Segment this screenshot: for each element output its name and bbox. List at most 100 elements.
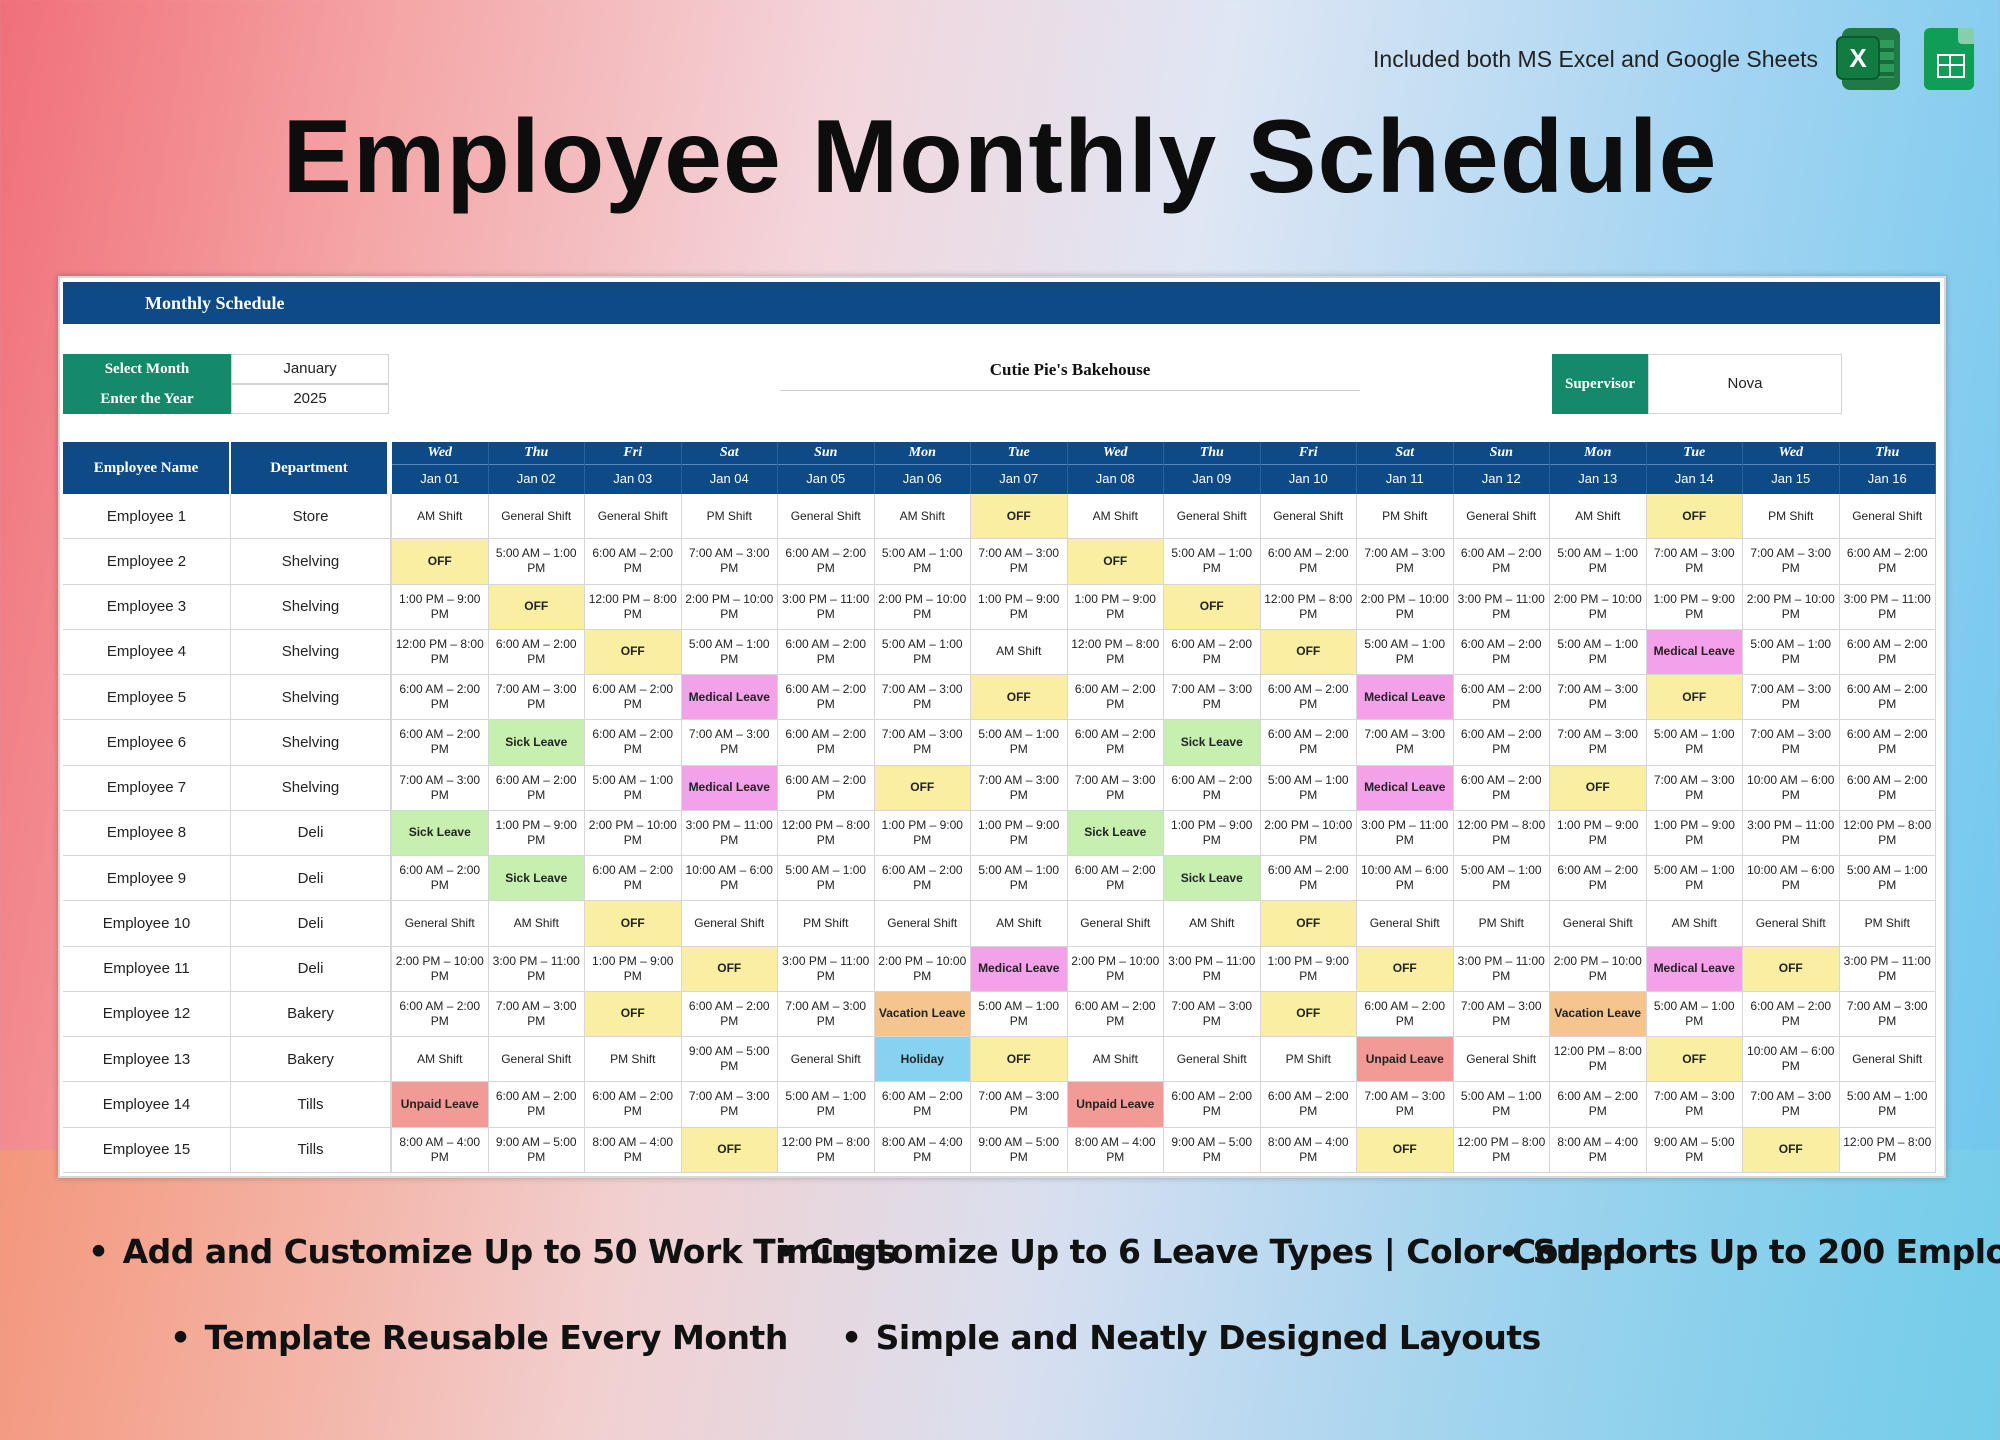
shift-cell[interactable]: 5:00 AM – 1:00 PM bbox=[585, 765, 682, 811]
shift-cell[interactable]: 7:00 AM – 3:00 PM bbox=[681, 539, 778, 585]
employee-name-cell[interactable]: Employee 13 bbox=[63, 1037, 231, 1083]
shift-cell[interactable]: AM Shift bbox=[874, 494, 971, 540]
shift-cell[interactable]: 5:00 AM – 1:00 PM bbox=[1646, 991, 1743, 1037]
shift-cell[interactable]: 6:00 AM – 2:00 PM bbox=[392, 720, 489, 766]
shift-cell[interactable]: Sick Leave bbox=[488, 720, 585, 766]
shift-cell[interactable]: 7:00 AM – 3:00 PM bbox=[1743, 539, 1840, 585]
shift-cell[interactable]: Medical Leave bbox=[1357, 765, 1454, 811]
shift-cell[interactable]: 6:00 AM – 2:00 PM bbox=[585, 720, 682, 766]
shift-cell[interactable]: 8:00 AM – 4:00 PM bbox=[1550, 1127, 1647, 1173]
shift-cell[interactable]: General Shift bbox=[1743, 901, 1840, 947]
shift-cell[interactable]: 8:00 AM – 4:00 PM bbox=[585, 1127, 682, 1173]
shift-cell[interactable]: Medical Leave bbox=[1646, 946, 1743, 992]
shift-cell[interactable]: 5:00 AM – 1:00 PM bbox=[778, 856, 875, 902]
employee-name-cell[interactable]: Employee 7 bbox=[63, 765, 231, 811]
shift-cell[interactable]: 6:00 AM – 2:00 PM bbox=[1260, 675, 1357, 721]
shift-cell[interactable]: 5:00 AM – 1:00 PM bbox=[1839, 1082, 1936, 1128]
shift-cell[interactable]: AM Shift bbox=[392, 1037, 489, 1083]
shift-cell[interactable]: 3:00 PM – 11:00 PM bbox=[1453, 946, 1550, 992]
shift-cell[interactable]: AM Shift bbox=[971, 901, 1068, 947]
shift-cell[interactable]: 1:00 PM – 9:00 PM bbox=[1067, 584, 1164, 630]
shift-cell[interactable]: 3:00 PM – 11:00 PM bbox=[1357, 810, 1454, 856]
shift-cell[interactable]: 1:00 PM – 9:00 PM bbox=[1646, 584, 1743, 630]
shift-cell[interactable]: 7:00 AM – 3:00 PM bbox=[1357, 720, 1454, 766]
shift-cell[interactable]: 12:00 PM – 8:00 PM bbox=[1839, 810, 1936, 856]
shift-cell[interactable]: 6:00 AM – 2:00 PM bbox=[1453, 765, 1550, 811]
shift-cell[interactable]: 5:00 AM – 1:00 PM bbox=[1453, 856, 1550, 902]
shift-cell[interactable]: 2:00 PM – 10:00 PM bbox=[585, 810, 682, 856]
shift-cell[interactable]: 2:00 PM – 10:00 PM bbox=[1550, 946, 1647, 992]
shift-cell[interactable]: 1:00 PM – 9:00 PM bbox=[874, 810, 971, 856]
shift-cell[interactable]: General Shift bbox=[778, 494, 875, 540]
shift-cell[interactable]: 1:00 PM – 9:00 PM bbox=[1550, 810, 1647, 856]
shift-cell[interactable]: 3:00 PM – 11:00 PM bbox=[778, 584, 875, 630]
shift-cell[interactable]: 7:00 AM – 3:00 PM bbox=[1357, 539, 1454, 585]
shift-cell[interactable]: OFF bbox=[1260, 991, 1357, 1037]
shift-cell[interactable]: 1:00 PM – 9:00 PM bbox=[392, 584, 489, 630]
shift-cell[interactable]: 5:00 AM – 1:00 PM bbox=[778, 1082, 875, 1128]
shift-cell[interactable]: 5:00 AM – 1:00 PM bbox=[1743, 629, 1840, 675]
shift-cell[interactable]: 5:00 AM – 1:00 PM bbox=[1164, 539, 1261, 585]
employee-name-cell[interactable]: Employee 10 bbox=[63, 901, 231, 947]
shift-cell[interactable]: 6:00 AM – 2:00 PM bbox=[1260, 539, 1357, 585]
shift-cell[interactable]: 6:00 AM – 2:00 PM bbox=[488, 1082, 585, 1128]
employee-name-cell[interactable]: Employee 15 bbox=[63, 1127, 231, 1173]
shift-cell[interactable]: 8:00 AM – 4:00 PM bbox=[1260, 1127, 1357, 1173]
shift-cell[interactable]: 1:00 PM – 9:00 PM bbox=[1646, 810, 1743, 856]
supervisor-input[interactable]: Nova bbox=[1648, 354, 1842, 414]
shift-cell[interactable]: PM Shift bbox=[1453, 901, 1550, 947]
shift-cell[interactable]: 6:00 AM – 2:00 PM bbox=[392, 675, 489, 721]
shift-cell[interactable]: 6:00 AM – 2:00 PM bbox=[1164, 765, 1261, 811]
employee-name-cell[interactable]: Employee 3 bbox=[63, 584, 231, 630]
shift-cell[interactable]: 7:00 AM – 3:00 PM bbox=[874, 720, 971, 766]
shift-cell[interactable]: 3:00 PM – 11:00 PM bbox=[1453, 584, 1550, 630]
shift-cell[interactable]: 6:00 AM – 2:00 PM bbox=[1839, 539, 1936, 585]
shift-cell[interactable]: 6:00 AM – 2:00 PM bbox=[1839, 765, 1936, 811]
employee-name-cell[interactable]: Employee 4 bbox=[63, 629, 231, 675]
shift-cell[interactable]: 6:00 AM – 2:00 PM bbox=[585, 539, 682, 585]
shift-cell[interactable]: 7:00 AM – 3:00 PM bbox=[1646, 539, 1743, 585]
shift-cell[interactable]: 6:00 AM – 2:00 PM bbox=[778, 539, 875, 585]
shift-cell[interactable]: Medical Leave bbox=[1646, 629, 1743, 675]
shift-cell[interactable]: OFF bbox=[1164, 584, 1261, 630]
shift-cell[interactable]: General Shift bbox=[681, 901, 778, 947]
shift-cell[interactable]: General Shift bbox=[1453, 1037, 1550, 1083]
shift-cell[interactable]: 5:00 AM – 1:00 PM bbox=[874, 539, 971, 585]
shift-cell[interactable]: 6:00 AM – 2:00 PM bbox=[1164, 629, 1261, 675]
shift-cell[interactable]: 7:00 AM – 3:00 PM bbox=[681, 1082, 778, 1128]
department-cell[interactable]: Deli bbox=[231, 856, 392, 902]
shift-cell[interactable]: 6:00 AM – 2:00 PM bbox=[778, 675, 875, 721]
employee-name-cell[interactable]: Employee 11 bbox=[63, 946, 231, 992]
shift-cell[interactable]: OFF bbox=[392, 539, 489, 585]
shift-cell[interactable]: 8:00 AM – 4:00 PM bbox=[392, 1127, 489, 1173]
shift-cell[interactable]: 5:00 AM – 1:00 PM bbox=[1646, 720, 1743, 766]
shift-cell[interactable]: 6:00 AM – 2:00 PM bbox=[1453, 720, 1550, 766]
shift-cell[interactable]: 12:00 PM – 8:00 PM bbox=[392, 629, 489, 675]
department-cell[interactable]: Shelving bbox=[231, 720, 392, 766]
shift-cell[interactable]: 7:00 AM – 3:00 PM bbox=[874, 675, 971, 721]
shift-cell[interactable]: OFF bbox=[585, 991, 682, 1037]
shift-cell[interactable]: 2:00 PM – 10:00 PM bbox=[1550, 584, 1647, 630]
shift-cell[interactable]: 10:00 AM – 6:00 PM bbox=[1743, 1037, 1840, 1083]
shift-cell[interactable]: 7:00 AM – 3:00 PM bbox=[1067, 765, 1164, 811]
shift-cell[interactable]: General Shift bbox=[392, 901, 489, 947]
department-cell[interactable]: Shelving bbox=[231, 539, 392, 585]
shift-cell[interactable]: 9:00 AM – 5:00 PM bbox=[971, 1127, 1068, 1173]
shift-cell[interactable]: PM Shift bbox=[681, 494, 778, 540]
shift-cell[interactable]: 6:00 AM – 2:00 PM bbox=[1260, 1082, 1357, 1128]
shift-cell[interactable]: 2:00 PM – 10:00 PM bbox=[874, 584, 971, 630]
shift-cell[interactable]: General Shift bbox=[1453, 494, 1550, 540]
shift-cell[interactable]: OFF bbox=[1260, 629, 1357, 675]
shift-cell[interactable]: General Shift bbox=[1164, 494, 1261, 540]
department-cell[interactable]: Bakery bbox=[231, 991, 392, 1037]
department-cell[interactable]: Shelving bbox=[231, 629, 392, 675]
department-cell[interactable]: Tills bbox=[231, 1127, 392, 1173]
department-cell[interactable]: Deli bbox=[231, 946, 392, 992]
shift-cell[interactable]: Unpaid Leave bbox=[392, 1082, 489, 1128]
shift-cell[interactable]: General Shift bbox=[1260, 494, 1357, 540]
department-cell[interactable]: Shelving bbox=[231, 675, 392, 721]
shift-cell[interactable]: Unpaid Leave bbox=[1067, 1082, 1164, 1128]
shift-cell[interactable]: 5:00 AM – 1:00 PM bbox=[1357, 629, 1454, 675]
department-cell[interactable]: Tills bbox=[231, 1082, 392, 1128]
shift-cell[interactable]: PM Shift bbox=[1839, 901, 1936, 947]
